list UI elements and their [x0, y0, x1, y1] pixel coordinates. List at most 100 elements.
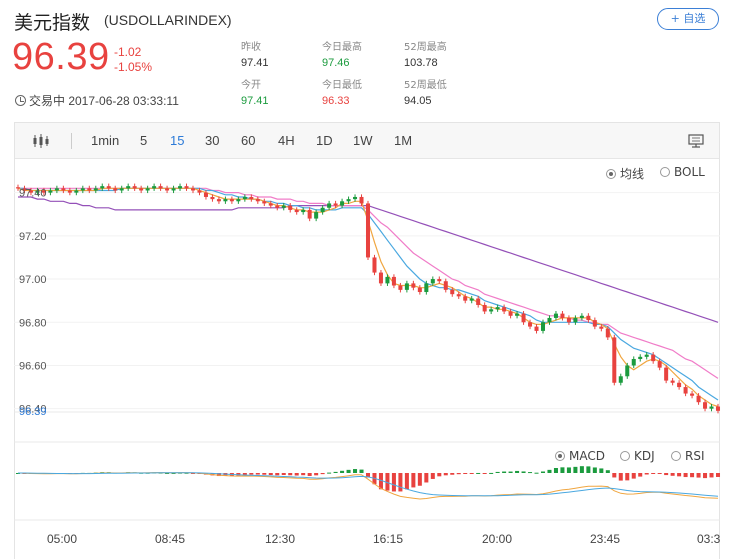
candle-body — [281, 205, 286, 208]
candle-body — [346, 199, 351, 202]
macd-histogram-bar — [281, 473, 286, 476]
candle-body — [165, 188, 170, 191]
radio-unselected-icon — [620, 451, 630, 461]
stat-label: 今开 — [241, 80, 261, 91]
price-change: -1.02 -1.05% — [114, 45, 152, 75]
candle-body — [197, 190, 202, 193]
candle-body — [327, 203, 332, 208]
candle-body — [560, 313, 565, 318]
candle-body — [353, 196, 358, 200]
candle-body — [502, 307, 507, 312]
candle-body — [236, 199, 241, 202]
candle-body — [216, 199, 221, 202]
candle-body — [223, 199, 228, 202]
radio-unselected-icon — [660, 167, 670, 177]
tab-1min[interactable]: 1min — [91, 133, 120, 148]
overlay-boll-radio[interactable]: BOLL — [660, 165, 705, 179]
toolbar-divider — [71, 133, 72, 149]
indicator-rsi-radio[interactable]: RSI — [671, 449, 705, 463]
macd-histogram-bar — [398, 473, 403, 492]
stat-day-high: 今日最高 97.46 — [322, 41, 362, 71]
candle-body — [489, 309, 494, 312]
x-tick-label: 05:00 — [47, 532, 78, 546]
candle-body — [152, 186, 157, 189]
candle-body — [87, 188, 92, 191]
candle-body — [469, 298, 474, 301]
macd-histogram-bar — [359, 469, 364, 473]
macd-histogram-bar — [391, 473, 396, 492]
tab-1w[interactable]: 1W — [353, 133, 373, 148]
candle-body — [301, 209, 306, 213]
x-tick-label: 03:3 — [697, 532, 721, 546]
candle-body — [515, 313, 520, 316]
macd-histogram-bar — [320, 473, 325, 475]
candle-body — [255, 199, 260, 202]
indicator-macd-radio[interactable]: MACD — [555, 449, 605, 463]
tab-30[interactable]: 30 — [205, 133, 220, 148]
radio-label: MACD — [569, 449, 605, 463]
tab-5[interactable]: 5 — [140, 133, 148, 148]
candle-body — [605, 328, 610, 338]
macd-histogram-bar — [437, 473, 442, 477]
indicator-kdj-radio[interactable]: KDJ — [620, 449, 655, 463]
candle-body — [709, 406, 714, 409]
candle-body — [294, 209, 299, 213]
candle-body — [540, 322, 546, 331]
macd-histogram-bar — [495, 471, 500, 473]
fullscreen-monitor-icon[interactable] — [688, 133, 704, 149]
add-to-watchlist-button[interactable]: + 自选 — [657, 8, 719, 30]
macd-histogram-bar — [664, 473, 669, 476]
candle-body — [35, 190, 40, 193]
candle-body — [696, 395, 701, 403]
stat-value: 96.33 — [322, 95, 350, 107]
candle-body — [268, 203, 273, 206]
candle-body — [48, 190, 53, 193]
candle-body — [670, 380, 675, 383]
macd-histogram-bar — [683, 473, 688, 478]
candle-body — [703, 402, 708, 409]
tab-4h[interactable]: 4H — [278, 133, 295, 148]
last-price: 96.39 — [12, 36, 110, 78]
candle-body — [547, 317, 552, 323]
macd-histogram-bar — [560, 467, 565, 473]
macd-histogram-bar — [599, 468, 604, 473]
candle-body — [54, 188, 59, 191]
macd-histogram-bar — [515, 470, 520, 473]
x-tick-label: 23:45 — [590, 532, 621, 546]
tab-60[interactable]: 60 — [241, 133, 256, 148]
tab-1m[interactable]: 1M — [394, 133, 413, 148]
candle-body — [242, 196, 247, 200]
candle-body — [119, 188, 124, 191]
x-tick-label: 20:00 — [482, 532, 513, 546]
macd-histogram-bar — [424, 473, 429, 483]
macd-histogram-bar — [469, 473, 474, 474]
candle-body — [463, 296, 468, 301]
candle-body — [249, 196, 254, 200]
macd-histogram-bar — [612, 473, 617, 478]
macd-dea-line — [18, 472, 719, 497]
last-price-tag: 96.39 — [19, 406, 47, 418]
trading-status: 交易中 2017-06-28 03:33:11 — [15, 92, 179, 109]
candle-body — [229, 199, 234, 202]
candle-body — [476, 298, 481, 305]
macd-histogram-bar — [340, 470, 345, 473]
tab-1d[interactable]: 1D — [316, 133, 333, 148]
candle-body — [638, 356, 643, 359]
candle-body — [482, 304, 487, 312]
macd-histogram-bar — [404, 473, 409, 490]
candle-body — [203, 192, 208, 197]
macd-histogram-bar — [605, 470, 610, 473]
tab-15[interactable]: 15 — [170, 133, 185, 148]
stat-52w-high: 52周最高 103.78 — [404, 41, 447, 71]
overlay-ma-radio[interactable]: 均线 — [606, 165, 644, 182]
candle-body — [625, 365, 630, 377]
candle-body — [74, 190, 79, 193]
macd-histogram-bar — [385, 473, 390, 491]
candle-body — [171, 188, 176, 191]
macd-histogram-bar — [508, 471, 513, 473]
macd-histogram-bar — [502, 471, 507, 473]
candlestick-icon[interactable] — [32, 134, 50, 148]
candle-body — [365, 203, 371, 258]
stat-open: 今开 97.41 — [241, 79, 269, 109]
